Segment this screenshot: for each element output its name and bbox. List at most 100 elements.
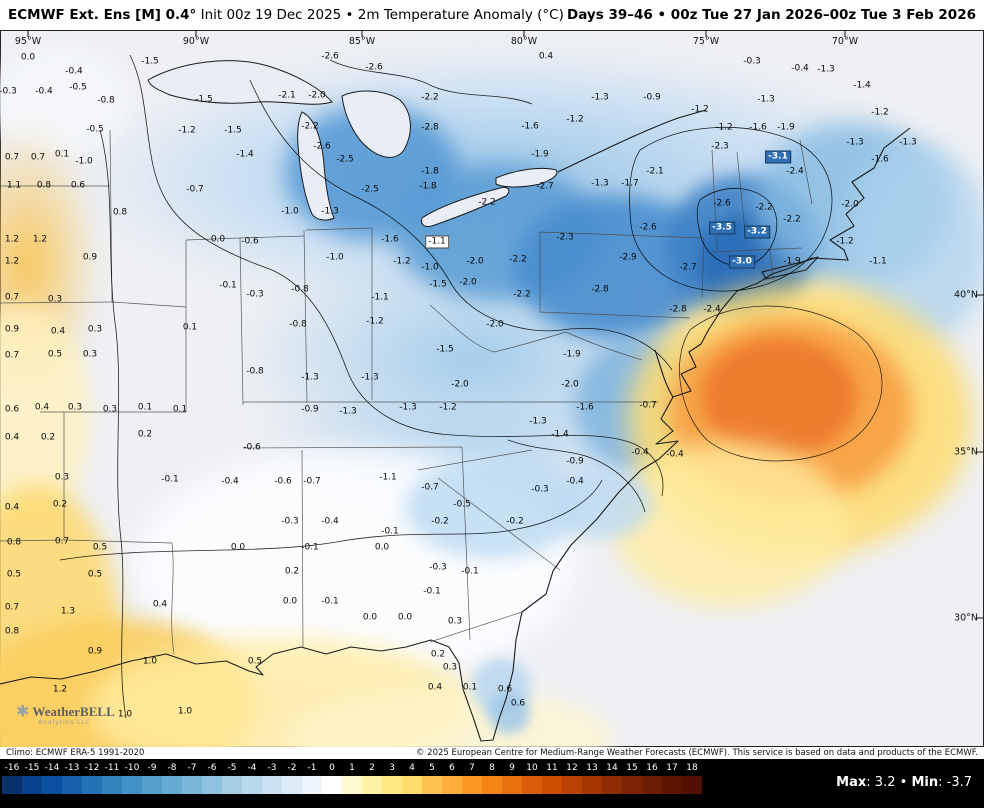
colorbar-cell xyxy=(602,776,622,794)
footer-strip: Climo: ECMWF ERA-5 1991-2020 © 2025 Euro… xyxy=(0,747,984,759)
colorbar-tick-label: -4 xyxy=(247,763,257,773)
colorbar-cell xyxy=(682,776,702,794)
colorbar-cell xyxy=(582,776,602,794)
colorbar-cell xyxy=(442,776,462,794)
model-title: ECMWF Ext. Ens [M] 0.4° xyxy=(8,7,197,23)
colorbar-cells xyxy=(2,776,702,794)
axis-ticks xyxy=(27,30,984,619)
climo-note: Climo: ECMWF ERA-5 1991-2020 xyxy=(6,748,145,758)
colorbar-cell xyxy=(42,776,62,794)
colorbar-tick-label: 12 xyxy=(566,763,578,773)
colorbar-cell xyxy=(182,776,202,794)
colorbar-cell xyxy=(562,776,582,794)
max-value: 3.2 xyxy=(874,775,896,790)
colorbar-cell xyxy=(622,776,642,794)
colorbar-tick-label: 10 xyxy=(526,763,538,773)
valid-range: Days 39–46 • 00z Tue 27 Jan 2026–00z Tue… xyxy=(567,7,976,23)
min-label: Min xyxy=(911,775,939,790)
colorbar-cell xyxy=(102,776,122,794)
colorbar-cell xyxy=(422,776,442,794)
colorbar-cell xyxy=(142,776,162,794)
warm-offshore-tail xyxy=(612,442,847,607)
colorbar: -16 -15 -14 -13 -12 -11 -10 -9 -8 -7 -6 -5 -4 -3 -2 -1 0… xyxy=(0,759,984,808)
colorbar-cell xyxy=(322,776,342,794)
max-label: Max xyxy=(836,775,867,790)
colorbar-cell xyxy=(642,776,662,794)
geo-boundaries xyxy=(0,30,984,742)
colorbar-tick-label: 8 xyxy=(489,763,495,773)
colorbar-cell xyxy=(82,776,102,794)
colorbar-cell xyxy=(662,776,682,794)
warm-offshore-core xyxy=(702,338,857,456)
colorbar-cell xyxy=(502,776,522,794)
colorbar-tick-label: -2 xyxy=(287,763,297,773)
map-canvas: ✱ WeatherBELL Analytics LLC xyxy=(0,30,984,747)
colorbar-cell xyxy=(462,776,482,794)
maxmin-bullet: • xyxy=(899,775,908,790)
colorbar-tick-label: -11 xyxy=(104,763,120,773)
colorbar-tick-label: 0 xyxy=(329,763,335,773)
cold-patch-south1 xyxy=(405,458,580,558)
colorbar-tick-label: 9 xyxy=(509,763,515,773)
great-lakes xyxy=(147,60,558,227)
colorbar-cell xyxy=(222,776,242,794)
model-subtitle: Init 00z 19 Dec 2025 • 2m Temperature An… xyxy=(196,7,564,23)
colorbar-tick-label: 15 xyxy=(626,763,638,773)
colorbar-tick-label: 1 xyxy=(349,763,355,773)
state-borders xyxy=(0,129,813,655)
weatherbell-logo-text: WeatherBELL xyxy=(32,704,115,719)
copyright-note: © 2025 European Centre for Medium-Range … xyxy=(415,748,978,758)
colorbar-tick-label: 4 xyxy=(409,763,415,773)
colorbar-tick-label: -7 xyxy=(187,763,197,773)
colorbar-tick-label: 13 xyxy=(586,763,598,773)
weatherbell-logo-subtext: Analytics LLC xyxy=(38,719,92,727)
colorbar-cell xyxy=(2,776,22,794)
colorbar-tick-label: -14 xyxy=(44,763,60,773)
colorbar-tick-label: 5 xyxy=(429,763,435,773)
colorbar-cell xyxy=(542,776,562,794)
cold-patch-florida2 xyxy=(488,692,530,734)
colorbar-tick-label: -6 xyxy=(207,763,217,773)
contour-lines xyxy=(59,54,883,719)
colorbar-tick-label: -10 xyxy=(124,763,140,773)
colorbar-tick-label: -9 xyxy=(147,763,157,773)
colorbar-tick-label: 2 xyxy=(369,763,375,773)
colorbar-tick-label: -8 xyxy=(167,763,177,773)
colorbar-cell xyxy=(162,776,182,794)
max-min-readout: Max: 3.2 • Min: -3.7 xyxy=(836,775,972,790)
colorbar-cell xyxy=(402,776,422,794)
weatherbell-logo-icon: ✱ xyxy=(16,701,30,721)
colorbar-tick-label: -15 xyxy=(24,763,40,773)
colorbar-cell xyxy=(342,776,362,794)
colorbar-cell xyxy=(62,776,82,794)
colorbar-cell xyxy=(122,776,142,794)
min-value: -3.7 xyxy=(946,775,972,790)
page-title: ECMWF Ext. Ens [M] 0.4° Init 00z 19 Dec … xyxy=(8,7,564,23)
colorbar-cell xyxy=(522,776,542,794)
cold-patch-south2 xyxy=(552,468,652,538)
colorbar-cell xyxy=(282,776,302,794)
header: ECMWF Ext. Ens [M] 0.4° Init 00z 19 Dec … xyxy=(0,0,984,30)
colorbar-tick-label: -13 xyxy=(64,763,80,773)
colorbar-tick-label: -5 xyxy=(227,763,237,773)
colorbar-tick-label: 18 xyxy=(686,763,698,773)
colorbar-tick-label: 7 xyxy=(469,763,475,773)
colorbar-tick-label: 14 xyxy=(606,763,618,773)
colorbar-tick-label: -3 xyxy=(267,763,277,773)
colorbar-tick-label: -1 xyxy=(307,763,317,773)
colorbar-cell xyxy=(302,776,322,794)
colorbar-cell xyxy=(242,776,262,794)
colorbar-tick-label: -12 xyxy=(84,763,100,773)
coastline-path xyxy=(0,109,911,742)
colorbar-tick-label: 6 xyxy=(449,763,455,773)
colorbar-tick-label: 17 xyxy=(666,763,678,773)
colorbar-cell xyxy=(482,776,502,794)
colorbar-tick-label: -16 xyxy=(4,763,20,773)
colorbar-cell xyxy=(362,776,382,794)
min-colon: : xyxy=(938,775,943,790)
colorbar-tick-label: 3 xyxy=(389,763,395,773)
weatherbell-logo: ✱ WeatherBELL Analytics LLC xyxy=(16,702,146,727)
colorbar-tick-label: 16 xyxy=(646,763,658,773)
colorbar-cell xyxy=(382,776,402,794)
